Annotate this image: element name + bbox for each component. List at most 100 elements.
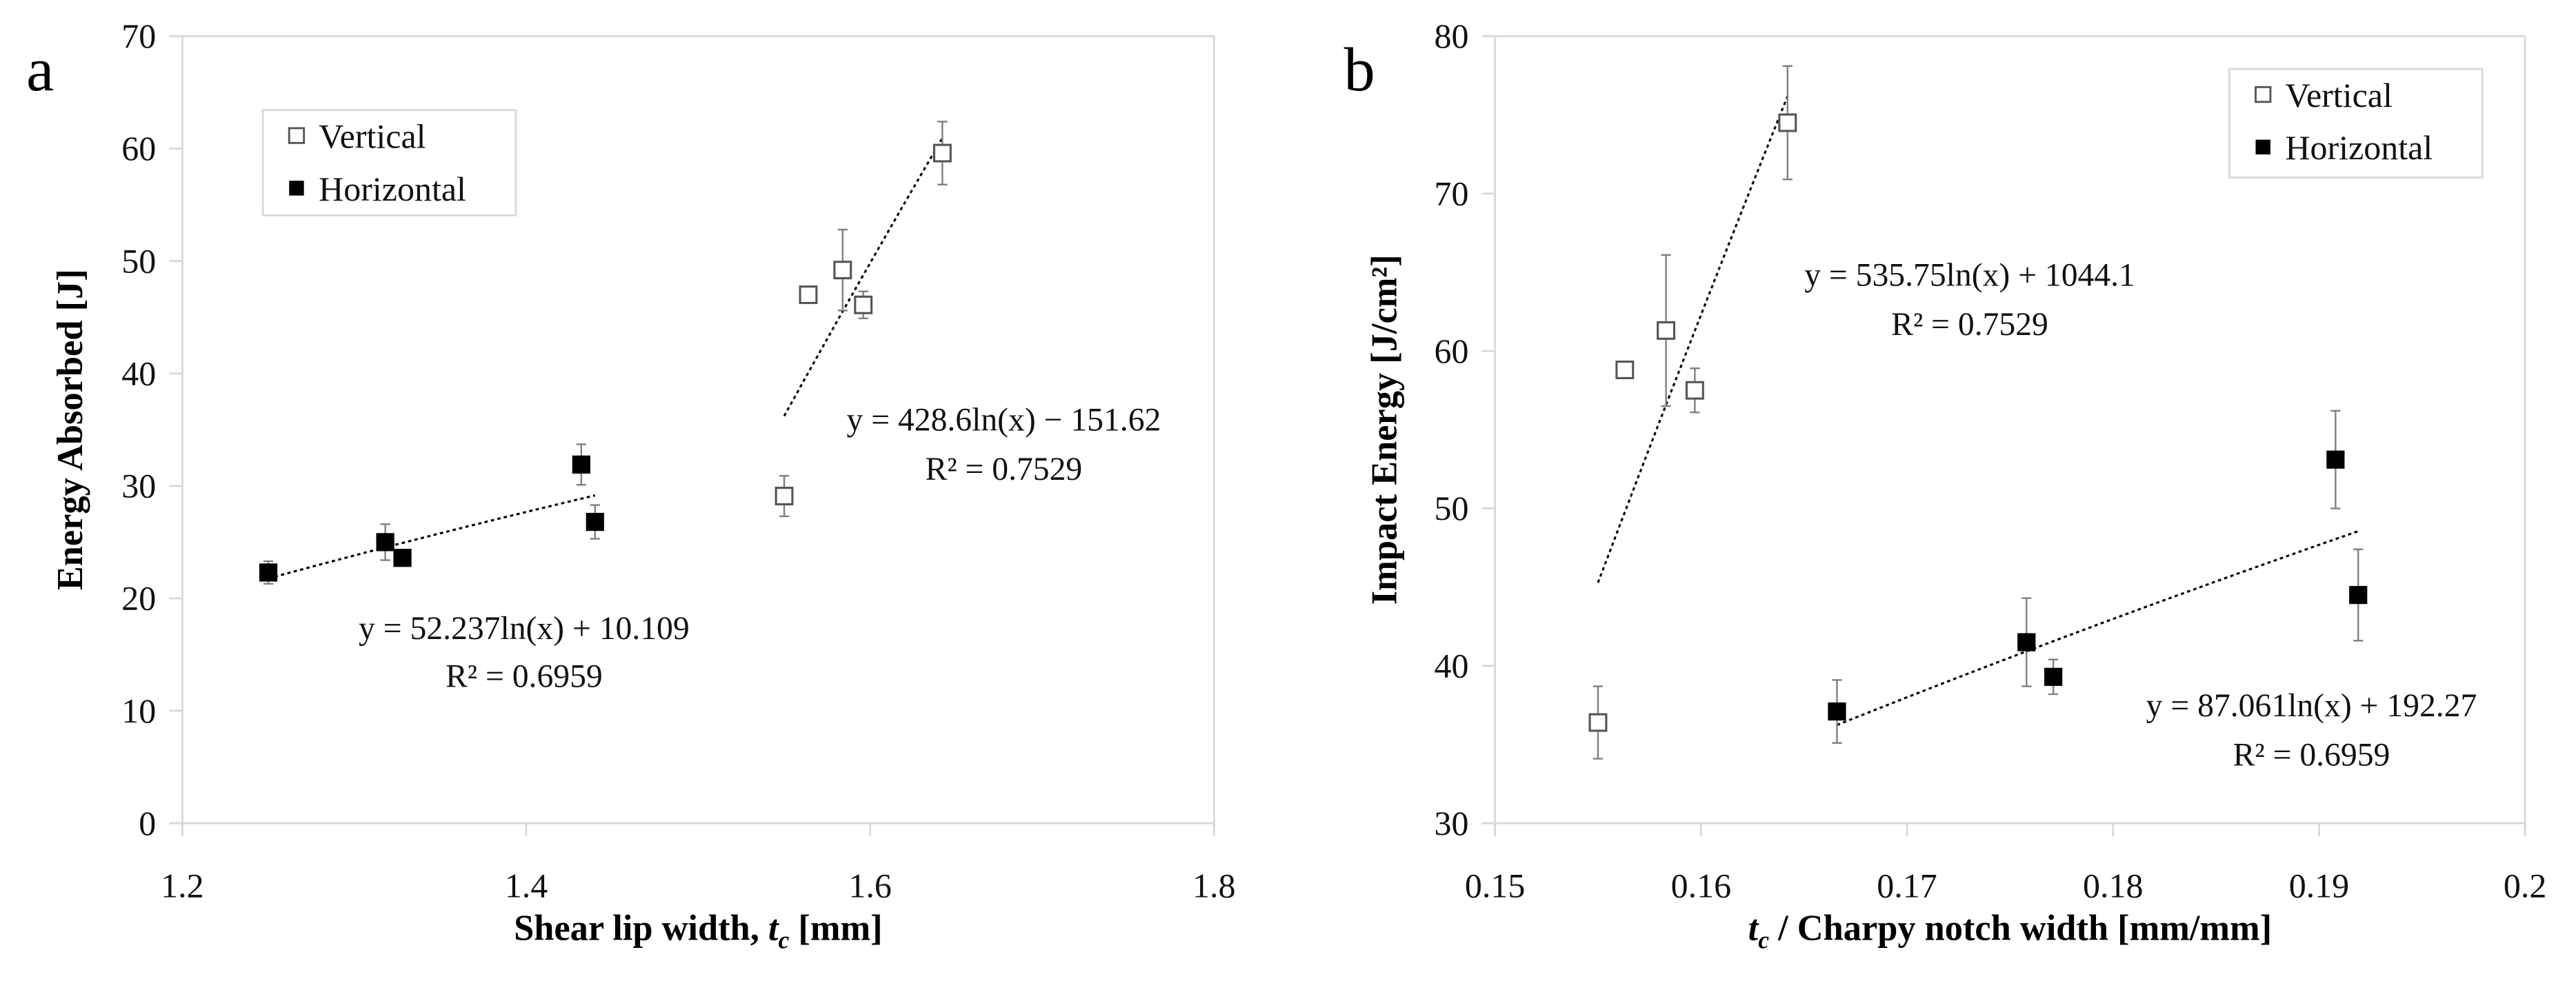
data-point [1778,65,1797,181]
open-square-legend-icon [288,127,306,144]
open-square-marker [932,143,952,163]
data-point [833,228,852,312]
x-axis-title: tc / Charpy notch width [mm/mm] [1748,908,2273,953]
open-square-marker [1778,113,1797,132]
panel-label: b [1344,34,1375,104]
filled-square-legend-icon [2255,139,2270,155]
y-tick-label: 70 [1435,174,1469,212]
data-point [393,549,412,567]
open-square-marker [833,261,852,280]
trendline-equation: y = 87.061ln(x) + 192.27 [2146,688,2477,724]
x-tick-label: 1.8 [1192,866,1236,904]
open-square-marker [775,487,794,506]
legend: Vertical Horizontal [261,109,517,216]
x-tick-label: 0.16 [1671,866,1732,904]
data-point [376,523,395,561]
filled-square-legend-icon [289,181,304,196]
data-point [586,504,604,540]
trendline [268,494,596,580]
filled-square-marker [586,512,604,532]
r-squared-label: R² = 0.7529 [926,452,1083,487]
data-point [775,474,794,518]
x-axis-title: Shear lip width, tc [mm] [514,908,882,953]
legend-entry-label: Horizontal [319,170,466,208]
data-point [1828,679,1846,744]
y-tick-label: 30 [121,467,156,505]
data-point [2326,409,2345,509]
trendline-equation: y = 535.75ln(x) + 1044.1 [1804,258,2135,294]
series-vertical: y = 428.6ln(x) − 151.62 R² = 0.7529 [775,121,1161,518]
data-point [2349,548,2368,642]
y-axis-title: Impact Energy [J/cm²] [1365,254,1405,605]
open-square-marker [1588,713,1608,732]
legend-entry-label: Vertical [319,117,426,156]
filled-square-marker [1828,702,1846,721]
x-tick-label: 0.15 [1465,866,1526,904]
chart-panel-b: b 30 40 50 60 70 80 0.15 0.16 0.17 0.18 0.19 0.2 tc /… [1344,17,2546,953]
open-square-marker [1685,381,1704,400]
y-axis-ticks: 30 40 50 60 70 80 [1435,17,1495,842]
y-axis-ticks: 0 10 20 30 40 50 60 70 [121,17,183,842]
x-tick-label: 1.2 [161,866,204,904]
r-squared-label: R² = 0.6959 [446,658,603,694]
r-squared-label: R² = 0.6959 [2233,738,2390,773]
trendline-equation: y = 52.237ln(x) + 10.109 [359,611,690,647]
y-tick-label: 20 [121,579,156,618]
y-tick-label: 70 [121,17,156,55]
trendline [1597,96,1789,583]
x-tick-label: 0.19 [2289,866,2350,904]
open-square-marker [799,285,818,305]
data-point [2044,658,2063,696]
x-tick-label: 1.6 [848,866,892,904]
open-square-marker [1657,321,1676,340]
trendline-equation: y = 428.6ln(x) − 151.62 [846,402,1161,438]
y-tick-label: 50 [1435,489,1469,527]
filled-square-marker [2349,585,2368,605]
x-tick-label: 0.2 [2504,866,2547,904]
legend-entry-label: Vertical [2285,76,2392,114]
y-tick-label: 60 [121,129,156,168]
data-point [932,121,952,185]
series-vertical: y = 535.75ln(x) + 1044.1 R² = 0.7529 [1588,65,2135,760]
open-square-legend-icon [2255,85,2272,103]
filled-square-marker [393,549,412,567]
data-point [1615,361,1635,380]
data-point [2017,597,2036,687]
data-point [259,560,278,585]
filled-square-marker [2326,450,2345,469]
y-axis-title: Energy Absorbed [J] [50,269,90,590]
series-horizontal: y = 87.061ln(x) + 192.27 R² = 0.6959 [1828,409,2477,773]
y-tick-label: 30 [1435,804,1469,842]
x-tick-label: 1.4 [505,866,548,904]
open-square-marker [1615,361,1635,380]
x-tick-label: 0.17 [1877,866,1937,904]
data-point [799,285,818,305]
data-point [1685,367,1704,414]
y-tick-label: 80 [1435,17,1469,55]
x-axis-ticks: 0.15 0.16 0.17 0.18 0.19 0.2 [1465,823,2547,904]
filled-square-marker [376,533,395,552]
series-horizontal: y = 52.237ln(x) + 10.109 R² = 0.6959 [259,443,690,694]
y-tick-label: 50 [121,241,156,280]
panel-label: a [26,34,54,104]
filled-square-marker [572,455,590,474]
y-tick-label: 60 [1435,332,1469,370]
r-squared-label: R² = 0.7529 [1891,307,2048,343]
y-tick-label: 40 [1435,646,1469,685]
x-axis-ticks: 1.2 1.4 1.6 1.8 [161,823,1236,904]
data-point [572,443,590,486]
legend: Vertical Horizontal [2228,68,2484,179]
data-point [1657,254,1676,407]
trendline [783,137,943,417]
x-tick-label: 0.18 [2083,866,2144,904]
chart-panel-a: a 0 10 20 30 40 50 60 70 1.2 1.4 1.6 1.8 Shear lip wi… [26,17,1235,953]
data-point [1588,685,1608,760]
data-point [854,290,873,320]
y-tick-label: 10 [121,691,156,730]
filled-square-marker [2044,667,2063,686]
filled-square-marker [259,563,278,582]
y-tick-label: 0 [139,804,156,842]
trendline [1836,530,2359,727]
open-square-marker [854,295,873,314]
